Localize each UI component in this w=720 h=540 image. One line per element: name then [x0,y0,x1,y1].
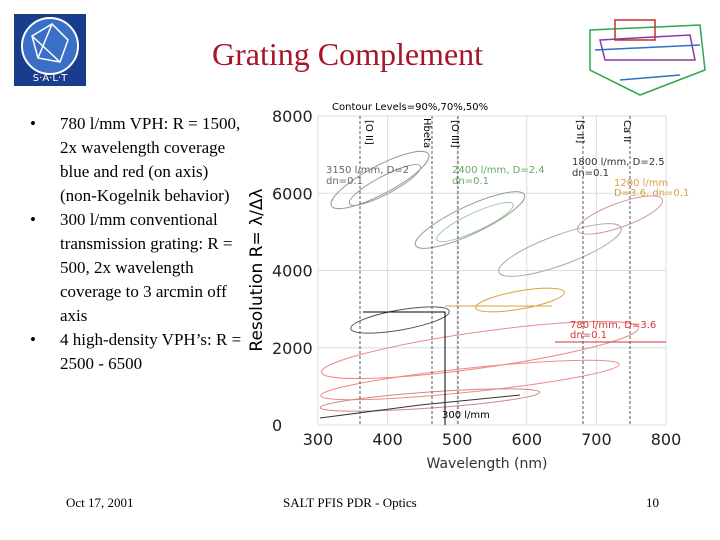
bullet-list: 780 l/mm VPH: R = 1500, 2x wavelength co… [30,112,242,376]
contours [319,116,666,425]
bullet: 300 l/mm conventional transmission grati… [30,208,242,328]
x-tick-label: 300 [303,430,334,449]
y-tick-label: 0 [272,416,282,435]
annotation: dn=0.1 [570,330,607,341]
annotation: dn=0.1 [452,176,489,187]
slide-title: Grating Complement [211,36,484,72]
annotation: Contour Levels=90%,70%,50% [332,102,488,113]
y-tick-label: 4000 [272,262,313,281]
annotation: 300 l/mm [442,410,490,421]
y-axis-label: Resolution R= λ/Δλ [247,188,267,351]
footer-center: SALT PFIS PDR - Optics [283,495,417,510]
page-number: 10 [646,495,659,510]
line-label: Ca II [621,120,632,142]
annotations: Contour Levels=90%,70%,50% 3150 l/mm, D=… [326,102,689,421]
line-label: [O III] [449,120,460,148]
bullet: 780 l/mm VPH: R = 1500, 2x wavelength co… [30,112,242,208]
annotation: 1800 l/mm, D=2.5 [572,157,665,168]
telescope-picture [589,19,706,96]
annotation: dn=0.1 [326,176,363,187]
svg-text:S·A·L·T: S·A·L·T [33,73,68,84]
line-label: Hbeta [421,118,432,148]
bullet: 4 high-density VPH’s: R = 2500 - 6500 [30,328,242,376]
annotation: 780 l/mm, D=3.6 [570,320,656,331]
annotation: dn=0.1 [572,168,609,179]
footer-date: Oct 17, 2001 [66,495,134,510]
annotation: 1200 l/mm [614,178,668,189]
annotation: 3150 l/mm, D=2 [326,165,409,176]
x-tick-label: 700 [581,430,612,449]
x-tick-label: 500 [442,430,473,449]
salt-logo: S·A·L·T [14,14,86,86]
line-label: [O II] [363,120,374,145]
x-tick-label: 800 [651,430,682,449]
x-tick-label: 400 [372,430,403,449]
y-tick-label: 6000 [272,184,313,203]
x-tick-label: 600 [512,430,543,449]
annotation: 2400 l/mm, D=2.4 [452,165,545,176]
x-axis-label: Wavelength (nm) [427,456,548,472]
y-tick-label: 2000 [272,339,313,358]
annotation: D=3.6, dn=0.1 [614,188,689,199]
line-label: [S II] [574,120,585,143]
y-tick-label: 8000 [272,107,313,126]
